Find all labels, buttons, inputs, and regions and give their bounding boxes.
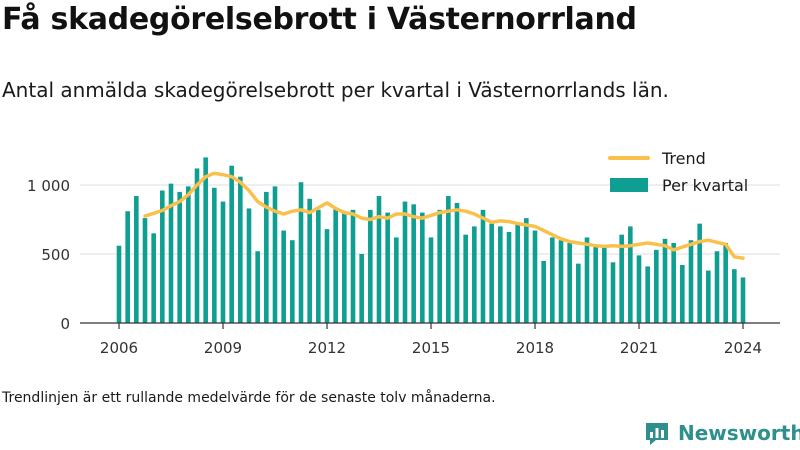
bar	[498, 226, 503, 323]
legend-trend-label: Trend	[661, 149, 706, 168]
bar	[714, 251, 720, 323]
bar	[125, 211, 130, 323]
bar	[333, 208, 338, 323]
bar	[298, 182, 304, 323]
bar	[342, 211, 347, 323]
y-tick-label: 0	[60, 315, 70, 333]
bar	[454, 202, 460, 323]
x-tick-label: 2012	[308, 339, 346, 357]
bar	[515, 223, 520, 323]
bar	[662, 238, 668, 323]
bar	[411, 204, 416, 323]
bar	[402, 201, 408, 323]
bar	[307, 198, 312, 323]
bar	[246, 208, 252, 323]
bar-series	[116, 157, 746, 323]
bar	[186, 186, 191, 323]
bar	[550, 237, 555, 323]
legend-bar-label: Per kvartal	[662, 176, 748, 195]
x-tick-label: 2009	[204, 339, 242, 357]
bar	[134, 196, 139, 323]
bar	[628, 226, 633, 323]
bar	[212, 187, 217, 323]
bar	[168, 183, 174, 323]
y-tick-label: 500	[41, 246, 70, 264]
chart-legend: Trend Per kvartal	[608, 149, 748, 195]
bar	[688, 240, 694, 323]
bar	[420, 212, 425, 323]
bar	[220, 201, 226, 323]
bar	[324, 229, 330, 323]
bar	[593, 245, 598, 323]
bar	[272, 186, 278, 323]
bar	[489, 223, 494, 323]
newsworthy-logo[interactable]: Newsworthy	[644, 419, 800, 449]
bar	[636, 255, 642, 323]
trend-line	[143, 171, 745, 260]
bar	[740, 277, 746, 323]
x-tick-label: 2018	[516, 339, 554, 357]
bar	[732, 269, 737, 323]
bar	[567, 242, 572, 323]
bar	[368, 209, 373, 323]
bar	[680, 265, 685, 323]
bar	[558, 240, 564, 323]
bar	[472, 226, 477, 323]
bar	[394, 237, 399, 323]
bar	[697, 223, 702, 323]
bar	[706, 270, 711, 323]
bar	[610, 262, 616, 323]
newsworthy-wordmark: Newsworthy	[678, 421, 800, 445]
bar	[281, 230, 286, 323]
bar	[532, 230, 538, 323]
legend-bar-swatch	[610, 178, 648, 192]
bar	[524, 218, 529, 323]
bar	[264, 191, 269, 323]
bar	[160, 190, 165, 323]
bar	[116, 245, 122, 323]
bar	[316, 209, 321, 323]
bar	[376, 196, 382, 323]
newsworthy-logo-icon	[646, 423, 668, 445]
x-tick-label: 2006	[100, 339, 138, 357]
bar	[480, 209, 486, 323]
bar	[229, 165, 234, 323]
bar	[576, 263, 581, 323]
bar	[255, 251, 260, 323]
bar	[385, 212, 390, 323]
bar	[151, 233, 156, 323]
bar	[654, 249, 659, 323]
bar	[290, 240, 295, 323]
bar	[463, 234, 468, 323]
bar	[428, 237, 434, 323]
bar	[177, 191, 182, 323]
footnote: Trendlinjen är ett rullande medelvärde f…	[2, 390, 496, 406]
bar	[602, 245, 607, 323]
x-tick-label: 2021	[620, 339, 658, 357]
bar	[142, 218, 148, 323]
bar	[723, 242, 728, 323]
bar	[645, 266, 650, 323]
bar	[194, 168, 200, 323]
bar	[446, 196, 451, 323]
bar	[238, 176, 243, 323]
chart-subtitle: Antal anmälda skadegörelsebrott per kvar…	[2, 78, 669, 102]
bar	[203, 157, 208, 323]
x-tick-label: 2024	[724, 339, 762, 357]
bar	[619, 234, 624, 323]
bar	[541, 260, 546, 323]
bar	[350, 209, 356, 323]
bar	[506, 231, 512, 323]
bar	[671, 242, 676, 323]
x-tick-label: 2015	[412, 339, 450, 357]
chart-axes: 0 500 1 000 2006 2009 2012 2015 2018 2021 2024	[27, 177, 780, 357]
chart-title: Få skadegörelsebrott i Västernorrland	[2, 2, 637, 37]
y-tick-label: 1 000	[27, 177, 70, 195]
bar	[584, 237, 590, 323]
bar	[437, 209, 442, 323]
bar	[359, 254, 364, 323]
